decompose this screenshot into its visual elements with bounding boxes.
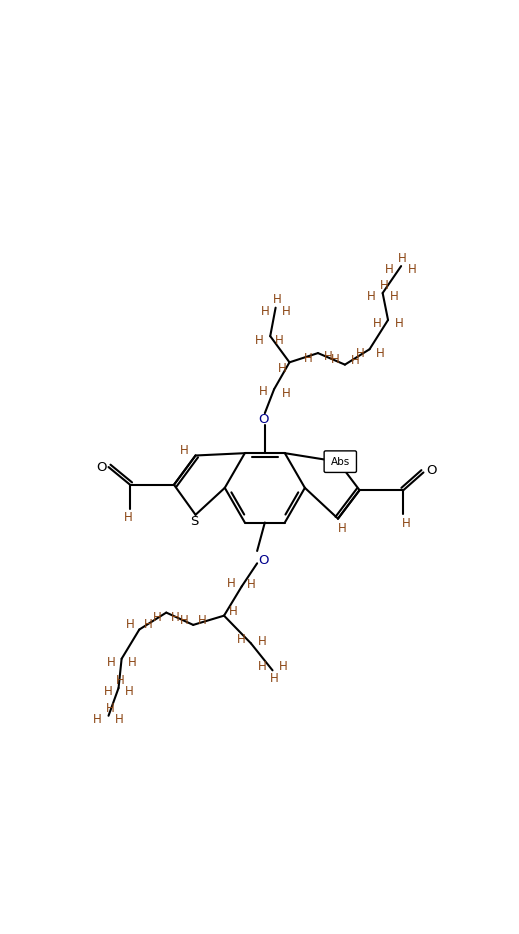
- Text: H: H: [356, 347, 365, 361]
- Text: H: H: [144, 618, 153, 631]
- FancyBboxPatch shape: [324, 451, 357, 473]
- Text: H: H: [125, 686, 134, 699]
- Text: H: H: [229, 605, 238, 618]
- Text: H: H: [398, 252, 407, 265]
- Text: H: H: [273, 293, 281, 306]
- Text: H: H: [277, 362, 286, 375]
- Text: H: H: [394, 318, 403, 331]
- Text: H: H: [373, 318, 381, 331]
- Text: H: H: [116, 673, 125, 686]
- Text: H: H: [279, 660, 288, 673]
- Text: H: H: [275, 333, 284, 347]
- Text: H: H: [324, 350, 333, 363]
- Text: H: H: [180, 614, 188, 627]
- Text: H: H: [237, 633, 245, 646]
- Text: H: H: [351, 354, 360, 367]
- Text: Abs: Abs: [331, 457, 350, 467]
- Text: H: H: [282, 388, 291, 401]
- Text: H: H: [259, 385, 268, 398]
- Text: H: H: [171, 611, 180, 624]
- Text: O: O: [258, 555, 268, 568]
- Text: H: H: [227, 577, 235, 589]
- Text: H: H: [124, 512, 132, 524]
- Text: H: H: [180, 444, 188, 457]
- Text: H: H: [106, 656, 115, 669]
- Text: H: H: [385, 263, 394, 276]
- Text: H: H: [376, 347, 385, 360]
- Text: H: H: [247, 577, 255, 590]
- Text: H: H: [337, 522, 346, 535]
- Text: H: H: [255, 333, 264, 347]
- Text: H: H: [257, 634, 266, 647]
- Text: H: H: [408, 263, 417, 276]
- Text: H: H: [153, 611, 161, 624]
- Text: H: H: [106, 701, 114, 715]
- Text: H: H: [390, 290, 399, 304]
- Text: H: H: [261, 305, 269, 318]
- Text: H: H: [331, 353, 340, 366]
- Text: H: H: [128, 656, 137, 669]
- Text: H: H: [126, 618, 134, 631]
- Text: H: H: [93, 714, 102, 726]
- Text: H: H: [380, 279, 389, 291]
- Text: H: H: [367, 290, 375, 304]
- Text: O: O: [426, 463, 436, 476]
- Text: H: H: [198, 614, 207, 627]
- Text: S: S: [190, 516, 198, 529]
- Text: H: H: [402, 517, 411, 530]
- Text: H: H: [257, 660, 266, 673]
- Text: H: H: [304, 352, 313, 365]
- Text: H: H: [282, 305, 291, 318]
- Text: H: H: [103, 686, 112, 699]
- Text: H: H: [115, 714, 124, 726]
- Text: O: O: [97, 460, 107, 474]
- Text: H: H: [270, 672, 279, 685]
- Text: O: O: [258, 413, 268, 426]
